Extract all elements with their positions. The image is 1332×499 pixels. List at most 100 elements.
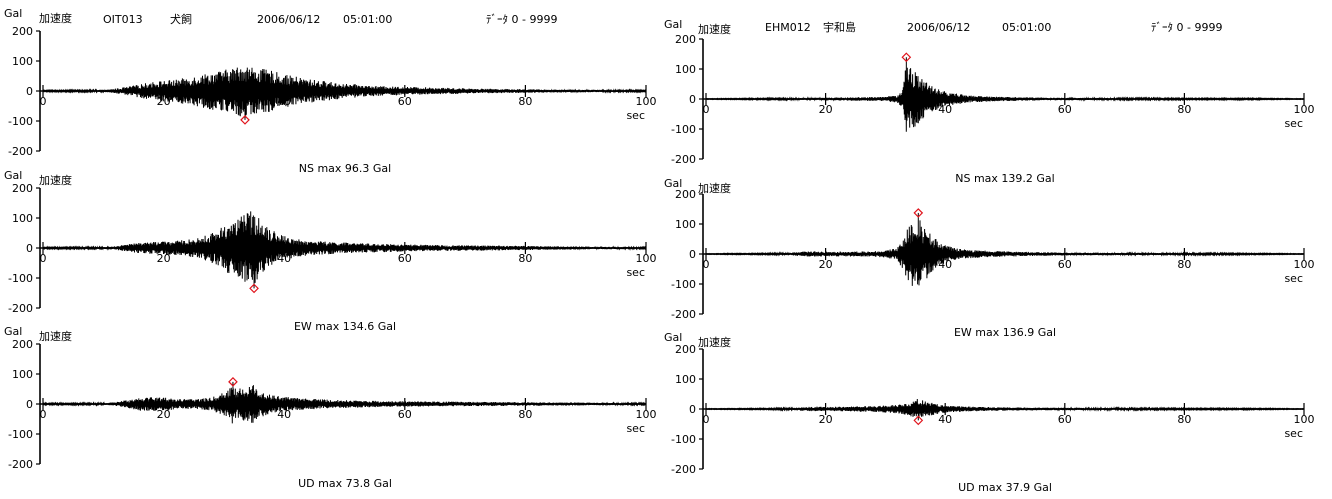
x-tick-label: 80 bbox=[518, 95, 532, 108]
y-tick-label: 0 bbox=[26, 242, 33, 255]
x-tick-label: 60 bbox=[1058, 258, 1072, 271]
x-axis-unit: sec bbox=[1284, 117, 1303, 130]
acceleration-label: 加速度 bbox=[698, 181, 731, 195]
max-value-label: UD max 73.8 Gal bbox=[298, 477, 392, 490]
y-tick-label: -200 bbox=[8, 145, 33, 158]
x-tick-label: 20 bbox=[157, 252, 171, 265]
left-date: 2006/06/12 bbox=[257, 13, 320, 26]
panel-title: Gal 加速度 bbox=[4, 7, 72, 25]
right-station-name: 宇和島 bbox=[823, 20, 856, 34]
x-tick-label: 0 bbox=[40, 252, 47, 265]
y-tick-label: -100 bbox=[671, 433, 696, 446]
x-tick-label: 20 bbox=[819, 413, 833, 426]
peak-marker bbox=[913, 208, 924, 218]
panel-title: Gal 加速度 bbox=[664, 177, 731, 195]
x-tick-label: 100 bbox=[636, 408, 657, 421]
x-tick-label: 0 bbox=[703, 413, 710, 426]
x-tick-label: 60 bbox=[1058, 103, 1072, 116]
peak-marker bbox=[249, 283, 259, 294]
waveform-trace bbox=[705, 67, 1305, 132]
y-tick-label: 200 bbox=[675, 188, 696, 201]
panel-title: Gal 加速度 bbox=[4, 325, 72, 343]
y-tick-label: 200 bbox=[675, 33, 696, 46]
peak-marker bbox=[240, 115, 250, 125]
x-axis-unit: sec bbox=[626, 109, 645, 122]
y-tick-label: 200 bbox=[675, 343, 696, 356]
y-tick-label: 200 bbox=[12, 25, 33, 38]
left-station-code: OIT013 bbox=[103, 13, 143, 26]
waveform-trace bbox=[42, 211, 647, 283]
gal-unit-label: Gal bbox=[4, 7, 22, 20]
y-tick-label: -200 bbox=[8, 302, 33, 315]
x-tick-label: 60 bbox=[398, 408, 412, 421]
y-tick-label: 200 bbox=[12, 338, 33, 351]
x-tick-label: 80 bbox=[518, 252, 532, 265]
peak-marker bbox=[901, 52, 912, 63]
right-data-range: ﾃﾞｰﾀ 0 - 9999 bbox=[1151, 21, 1222, 34]
x-tick-label: 80 bbox=[1177, 258, 1191, 271]
right-time: 05:01:00 bbox=[1002, 21, 1051, 34]
waveform-trace bbox=[42, 67, 647, 117]
x-tick-label: 100 bbox=[1294, 413, 1315, 426]
x-tick-label: 0 bbox=[40, 408, 47, 421]
x-tick-label: 20 bbox=[157, 408, 171, 421]
acceleration-label: 加速度 bbox=[39, 173, 72, 187]
x-axis-unit: sec bbox=[626, 266, 645, 279]
panel-title: Gal 加速度 bbox=[664, 18, 731, 36]
y-tick-label: 100 bbox=[12, 55, 33, 68]
max-value-label: EW max 134.6 Gal bbox=[294, 320, 396, 333]
right-date: 2006/06/12 bbox=[907, 21, 970, 34]
left-station-name: 犬飼 bbox=[170, 12, 192, 26]
waveform-trace bbox=[42, 385, 647, 424]
right-station-code: EHM012 bbox=[765, 21, 811, 34]
gal-unit-label: Gal bbox=[664, 331, 682, 344]
acceleration-label: 加速度 bbox=[39, 329, 72, 343]
y-tick-label: -200 bbox=[8, 458, 33, 471]
x-tick-label: 20 bbox=[819, 103, 833, 116]
gal-unit-label: Gal bbox=[4, 325, 22, 338]
left-data-range: ﾃﾞｰﾀ 0 - 9999 bbox=[486, 13, 557, 26]
waveform-trace bbox=[705, 398, 1305, 418]
waveform-trace bbox=[705, 220, 1305, 286]
panel-title: Gal 加速度 bbox=[664, 331, 731, 349]
peak-marker bbox=[228, 377, 238, 387]
x-tick-label: 80 bbox=[1177, 103, 1191, 116]
y-tick-label: 100 bbox=[12, 212, 33, 225]
y-tick-label: 0 bbox=[26, 85, 33, 98]
x-axis-unit: sec bbox=[626, 422, 645, 435]
y-tick-label: -200 bbox=[671, 153, 696, 166]
x-tick-label: 100 bbox=[1294, 103, 1315, 116]
x-tick-label: 0 bbox=[40, 95, 47, 108]
y-tick-label: 100 bbox=[12, 368, 33, 381]
x-tick-label: 40 bbox=[938, 413, 952, 426]
y-tick-label: -200 bbox=[671, 463, 696, 476]
x-tick-label: 80 bbox=[518, 408, 532, 421]
x-tick-label: 20 bbox=[819, 258, 833, 271]
y-tick-label: 0 bbox=[689, 403, 696, 416]
panel-title: Gal 加速度 bbox=[4, 169, 72, 187]
y-tick-label: -100 bbox=[8, 115, 33, 128]
left-time: 05:01:00 bbox=[343, 13, 392, 26]
y-tick-label: 100 bbox=[675, 63, 696, 76]
x-tick-label: 0 bbox=[703, 103, 710, 116]
x-tick-label: 100 bbox=[636, 252, 657, 265]
x-tick-label: 100 bbox=[636, 95, 657, 108]
gal-unit-label: Gal bbox=[4, 169, 22, 182]
y-tick-label: -100 bbox=[8, 428, 33, 441]
x-tick-label: 100 bbox=[1294, 258, 1315, 271]
y-tick-label: -100 bbox=[8, 272, 33, 285]
y-tick-label: -100 bbox=[671, 278, 696, 291]
y-tick-label: 0 bbox=[689, 93, 696, 106]
acceleration-label: 加速度 bbox=[698, 22, 731, 36]
y-tick-label: 0 bbox=[689, 248, 696, 261]
acceleration-label: 加速度 bbox=[39, 11, 72, 25]
gal-unit-label: Gal bbox=[664, 18, 682, 31]
